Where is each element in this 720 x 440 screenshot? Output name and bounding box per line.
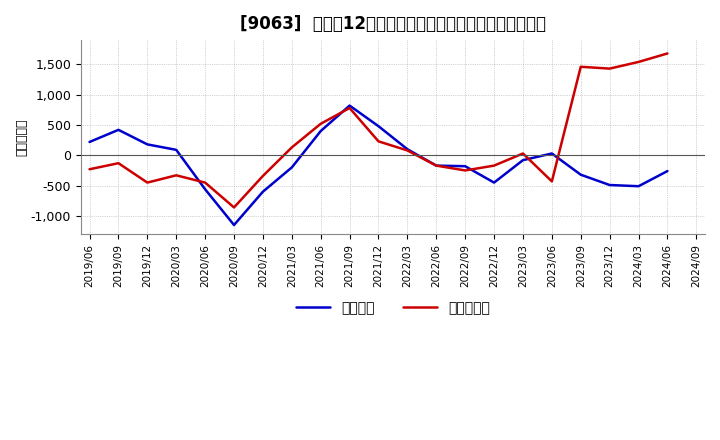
当期純利益 [403, 148, 412, 153]
経常利益 [518, 158, 527, 163]
当期純利益 [287, 145, 296, 150]
経常利益 [201, 187, 210, 192]
経常利益 [577, 172, 585, 177]
当期純利益 [518, 151, 527, 156]
経常利益 [432, 163, 441, 168]
Legend: 経常利益, 当期純利益: 経常利益, 当期純利益 [290, 295, 496, 320]
当期純利益 [547, 179, 556, 184]
経常利益 [547, 151, 556, 156]
経常利益 [316, 128, 325, 134]
当期純利益 [374, 139, 383, 144]
経常利益 [85, 139, 94, 145]
当期純利益 [634, 59, 643, 65]
当期純利益 [143, 180, 152, 185]
当期純利益 [346, 105, 354, 110]
経常利益 [230, 222, 238, 227]
当期純利益 [577, 64, 585, 70]
経常利益 [114, 127, 122, 132]
経常利益 [374, 124, 383, 129]
経常利益 [346, 103, 354, 108]
Line: 経常利益: 経常利益 [89, 106, 667, 225]
経常利益 [634, 183, 643, 189]
Y-axis label: （百万円）: （百万円） [15, 118, 28, 156]
当期純利益 [172, 172, 181, 178]
当期純利益 [114, 161, 122, 166]
経常利益 [258, 189, 267, 194]
当期純利益 [490, 163, 498, 168]
Title: [9063]  利益の12か月移動合計の対前年同期増減額の推移: [9063] 利益の12か月移動合計の対前年同期増減額の推移 [240, 15, 546, 33]
当期純利益 [606, 66, 614, 71]
経常利益 [287, 165, 296, 170]
経常利益 [403, 147, 412, 152]
経常利益 [461, 164, 469, 169]
当期純利益 [432, 163, 441, 168]
経常利益 [490, 180, 498, 185]
当期純利益 [201, 180, 210, 185]
当期純利益 [258, 173, 267, 179]
経常利益 [172, 147, 181, 153]
当期純利益 [316, 121, 325, 126]
Line: 当期純利益: 当期純利益 [89, 53, 667, 207]
当期純利益 [663, 51, 672, 56]
経常利益 [143, 142, 152, 147]
当期純利益 [461, 168, 469, 173]
当期純利益 [85, 167, 94, 172]
当期純利益 [230, 205, 238, 210]
経常利益 [663, 169, 672, 174]
経常利益 [606, 182, 614, 187]
